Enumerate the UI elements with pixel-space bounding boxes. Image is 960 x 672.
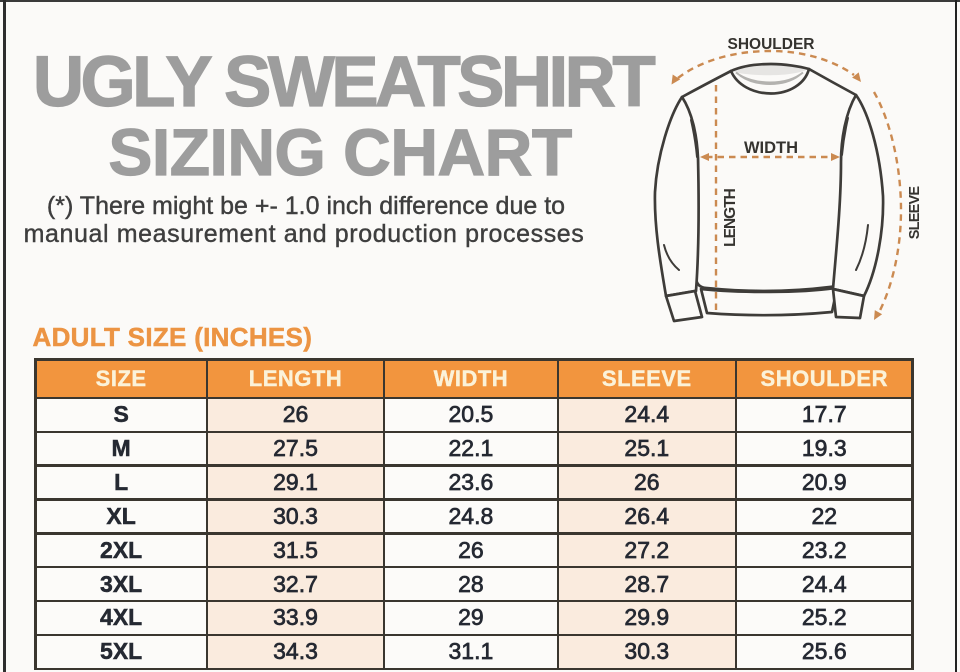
svg-text:SHOULDER: SHOULDER <box>728 36 815 53</box>
svg-text:SLEEVE: SLEEVE <box>907 186 923 240</box>
svg-text:LENGTH: LENGTH <box>722 188 739 247</box>
svg-text:WIDTH: WIDTH <box>744 139 798 157</box>
